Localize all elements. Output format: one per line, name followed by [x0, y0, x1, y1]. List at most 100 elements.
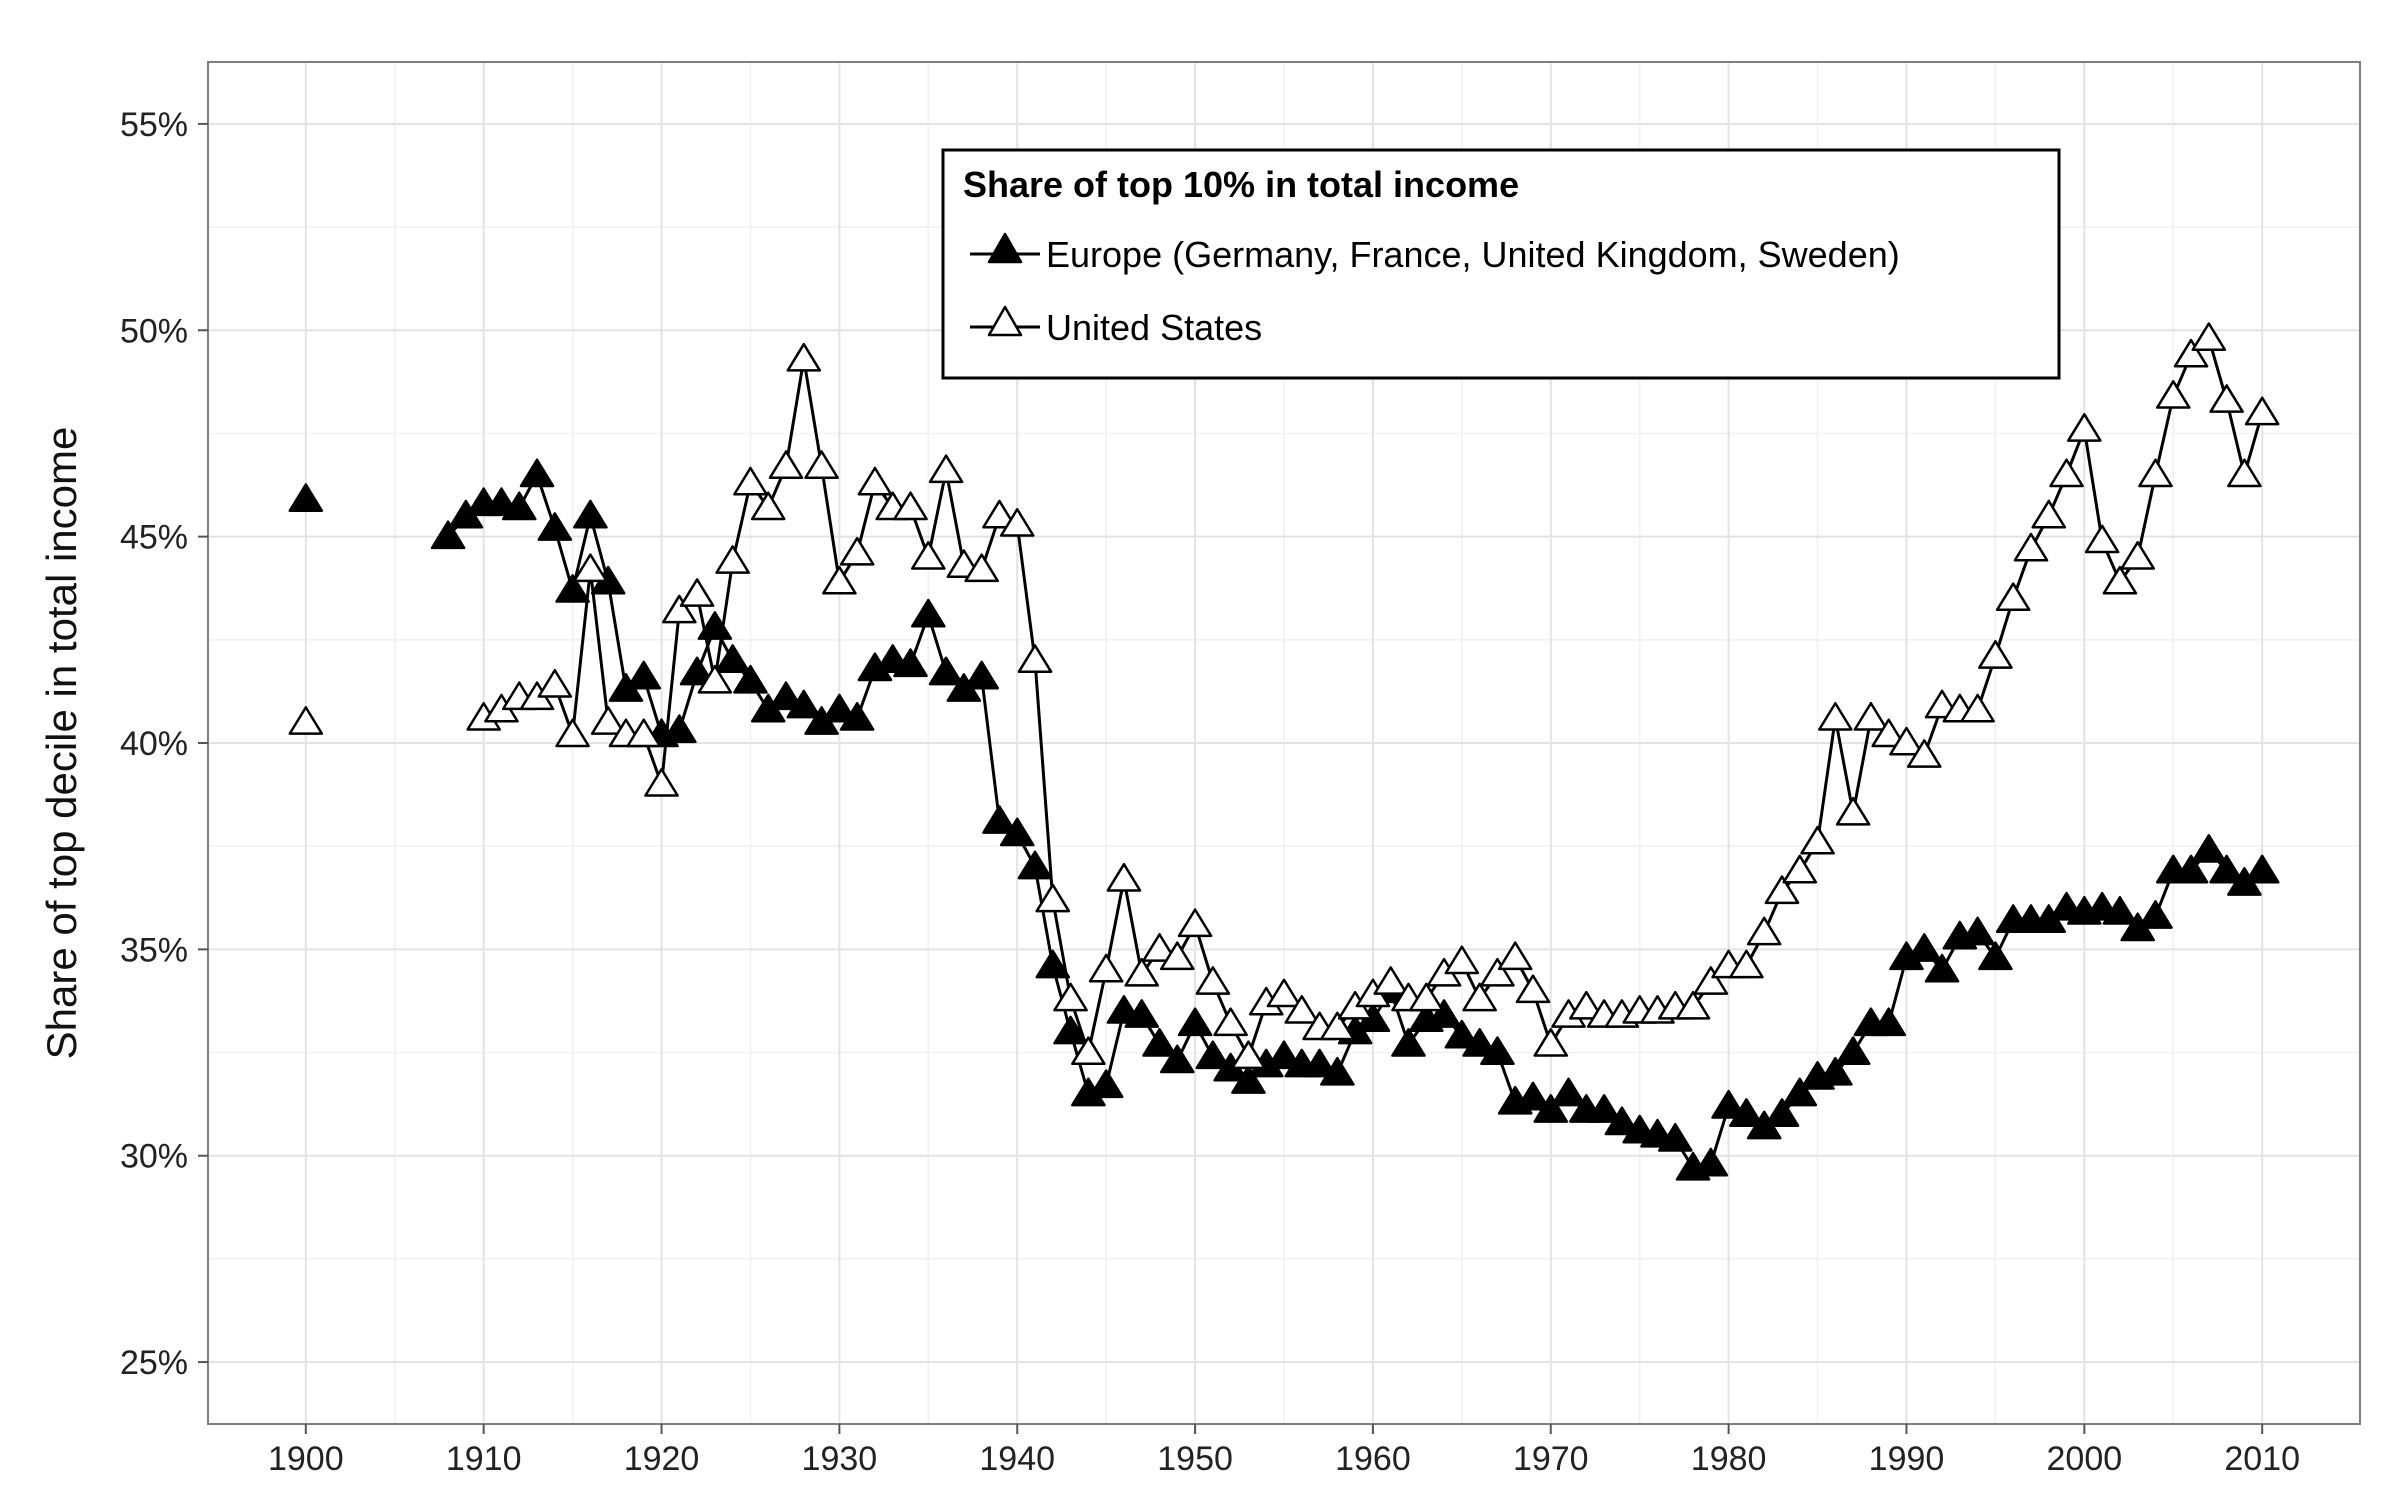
data-point-europe — [1480, 1036, 1515, 1066]
data-point-united-states — [1088, 953, 1124, 983]
data-point-europe — [626, 660, 662, 690]
data-point-united-states — [1266, 978, 1302, 1008]
data-point-europe — [2191, 834, 2227, 863]
legend-marker-europe — [987, 232, 1023, 264]
data-point-europe — [1053, 1015, 1088, 1045]
data-point-europe — [662, 714, 697, 744]
x-tick-label: 1910 — [446, 1440, 522, 1478]
data-point-united-states — [2031, 499, 2067, 529]
data-point-united-states — [1889, 726, 1924, 756]
data-point-europe — [999, 817, 1035, 847]
data-point-united-states — [1835, 796, 1871, 826]
data-point-united-states — [1569, 990, 1604, 1020]
x-tick-label: 1960 — [1335, 1440, 1411, 1478]
data-point-europe — [519, 458, 555, 488]
data-point-europe — [928, 656, 964, 686]
data-point-united-states — [1871, 718, 1906, 748]
x-tick-label: 1970 — [1513, 1440, 1589, 1478]
legend-box — [941, 148, 2061, 380]
data-point-united-states — [537, 668, 573, 698]
legend-label-europe: Europe (Germany, France, United Kingdom,… — [1046, 234, 1900, 275]
data-point-united-states — [857, 466, 893, 496]
x-tick-label: 2010 — [2224, 1440, 2300, 1478]
data-point-united-states — [1800, 825, 1835, 855]
data-point-europe — [1035, 949, 1071, 979]
y-tick-label: 45% — [120, 519, 188, 557]
x-tick-label: 1980 — [1691, 1440, 1767, 1478]
data-point-europe — [1231, 1065, 1266, 1094]
series-layer — [288, 322, 2280, 1181]
data-point-europe — [822, 693, 857, 723]
data-point-europe — [2102, 895, 2138, 925]
data-point-united-states — [2227, 458, 2262, 488]
data-point-europe — [1515, 1081, 1551, 1111]
data-point-united-states — [1746, 916, 1782, 946]
data-point-europe — [1017, 850, 1053, 880]
data-point-united-states — [715, 545, 750, 574]
data-point-europe — [1159, 1044, 1195, 1074]
data-point-united-states — [555, 718, 590, 748]
data-point-europe — [1693, 1147, 1729, 1177]
data-point-europe — [786, 689, 822, 719]
data-point-united-states — [1729, 949, 1764, 979]
data-point-united-states — [1906, 739, 1942, 768]
data-point-europe — [555, 574, 590, 603]
data-point-europe — [1533, 1094, 1569, 1123]
y-tick-label: 25% — [120, 1344, 188, 1382]
y-axis-ticks: 25% 30% 35% 40% 45% 50% 55% — [120, 106, 208, 1382]
data-point-united-states — [679, 578, 715, 607]
data-point-europe — [1906, 933, 1942, 962]
y-axis-title: Share of top decile in total income — [38, 427, 85, 1060]
data-point-united-states — [928, 454, 964, 484]
data-point-europe — [1551, 1077, 1586, 1107]
data-point-united-states — [1515, 974, 1551, 1004]
data-point-united-states — [1373, 966, 1409, 995]
data-point-united-states — [1053, 982, 1088, 1012]
data-point-united-states — [1764, 875, 1800, 905]
data-point-europe — [1586, 1094, 1622, 1123]
data-point-united-states — [697, 664, 733, 694]
y-tick-label: 55% — [120, 106, 188, 144]
data-point-united-states — [662, 594, 697, 624]
series-united-states — [288, 322, 2280, 1070]
data-point-europe — [1978, 941, 2013, 971]
data-point-united-states — [1195, 966, 1231, 995]
data-point-united-states — [910, 541, 946, 570]
data-point-united-states — [1017, 644, 1053, 673]
data-point-europe — [1391, 1028, 1426, 1057]
data-point-united-states — [999, 508, 1035, 537]
data-point-europe — [1302, 1048, 1337, 1078]
data-point-united-states — [573, 553, 608, 583]
data-point-united-states — [288, 706, 324, 735]
data-point-united-states — [733, 466, 768, 496]
data-point-europe — [1604, 1106, 1640, 1136]
data-point-united-states — [1978, 640, 2013, 669]
data-point-united-states — [1408, 982, 1444, 1012]
data-point-europe — [768, 681, 804, 711]
data-point-united-states — [1106, 862, 1142, 892]
legend-marker-united-states — [987, 305, 1023, 337]
data-point-europe — [715, 644, 750, 673]
data-point-united-states — [2173, 338, 2209, 368]
legend-item-united-states: United States — [970, 305, 1262, 348]
x-tick-label: 2000 — [2047, 1440, 2123, 1478]
data-point-europe — [1960, 916, 1995, 946]
data-point-europe — [2209, 854, 2244, 884]
data-point-united-states — [2120, 541, 2155, 570]
data-point-united-states — [2209, 384, 2244, 413]
data-point-united-states — [1462, 982, 1497, 1012]
data-point-united-states — [590, 706, 626, 735]
data-point-united-states — [893, 491, 928, 521]
x-tick-label: 1920 — [624, 1440, 700, 1478]
data-point-europe — [1142, 1028, 1177, 1057]
data-point-europe — [2244, 854, 2280, 884]
data-point-united-states — [1320, 1011, 1355, 1041]
x-tick-label: 1900 — [268, 1440, 344, 1478]
data-point-europe — [1782, 1077, 1818, 1107]
data-point-united-states — [822, 565, 857, 595]
x-axis-ticks: 1900 1910 1920 1930 1940 1950 1960 1970 1980 1990… — [268, 1424, 2300, 1478]
data-point-europe — [893, 648, 928, 678]
data-point-united-states — [1159, 941, 1195, 971]
data-point-europe — [964, 660, 999, 690]
